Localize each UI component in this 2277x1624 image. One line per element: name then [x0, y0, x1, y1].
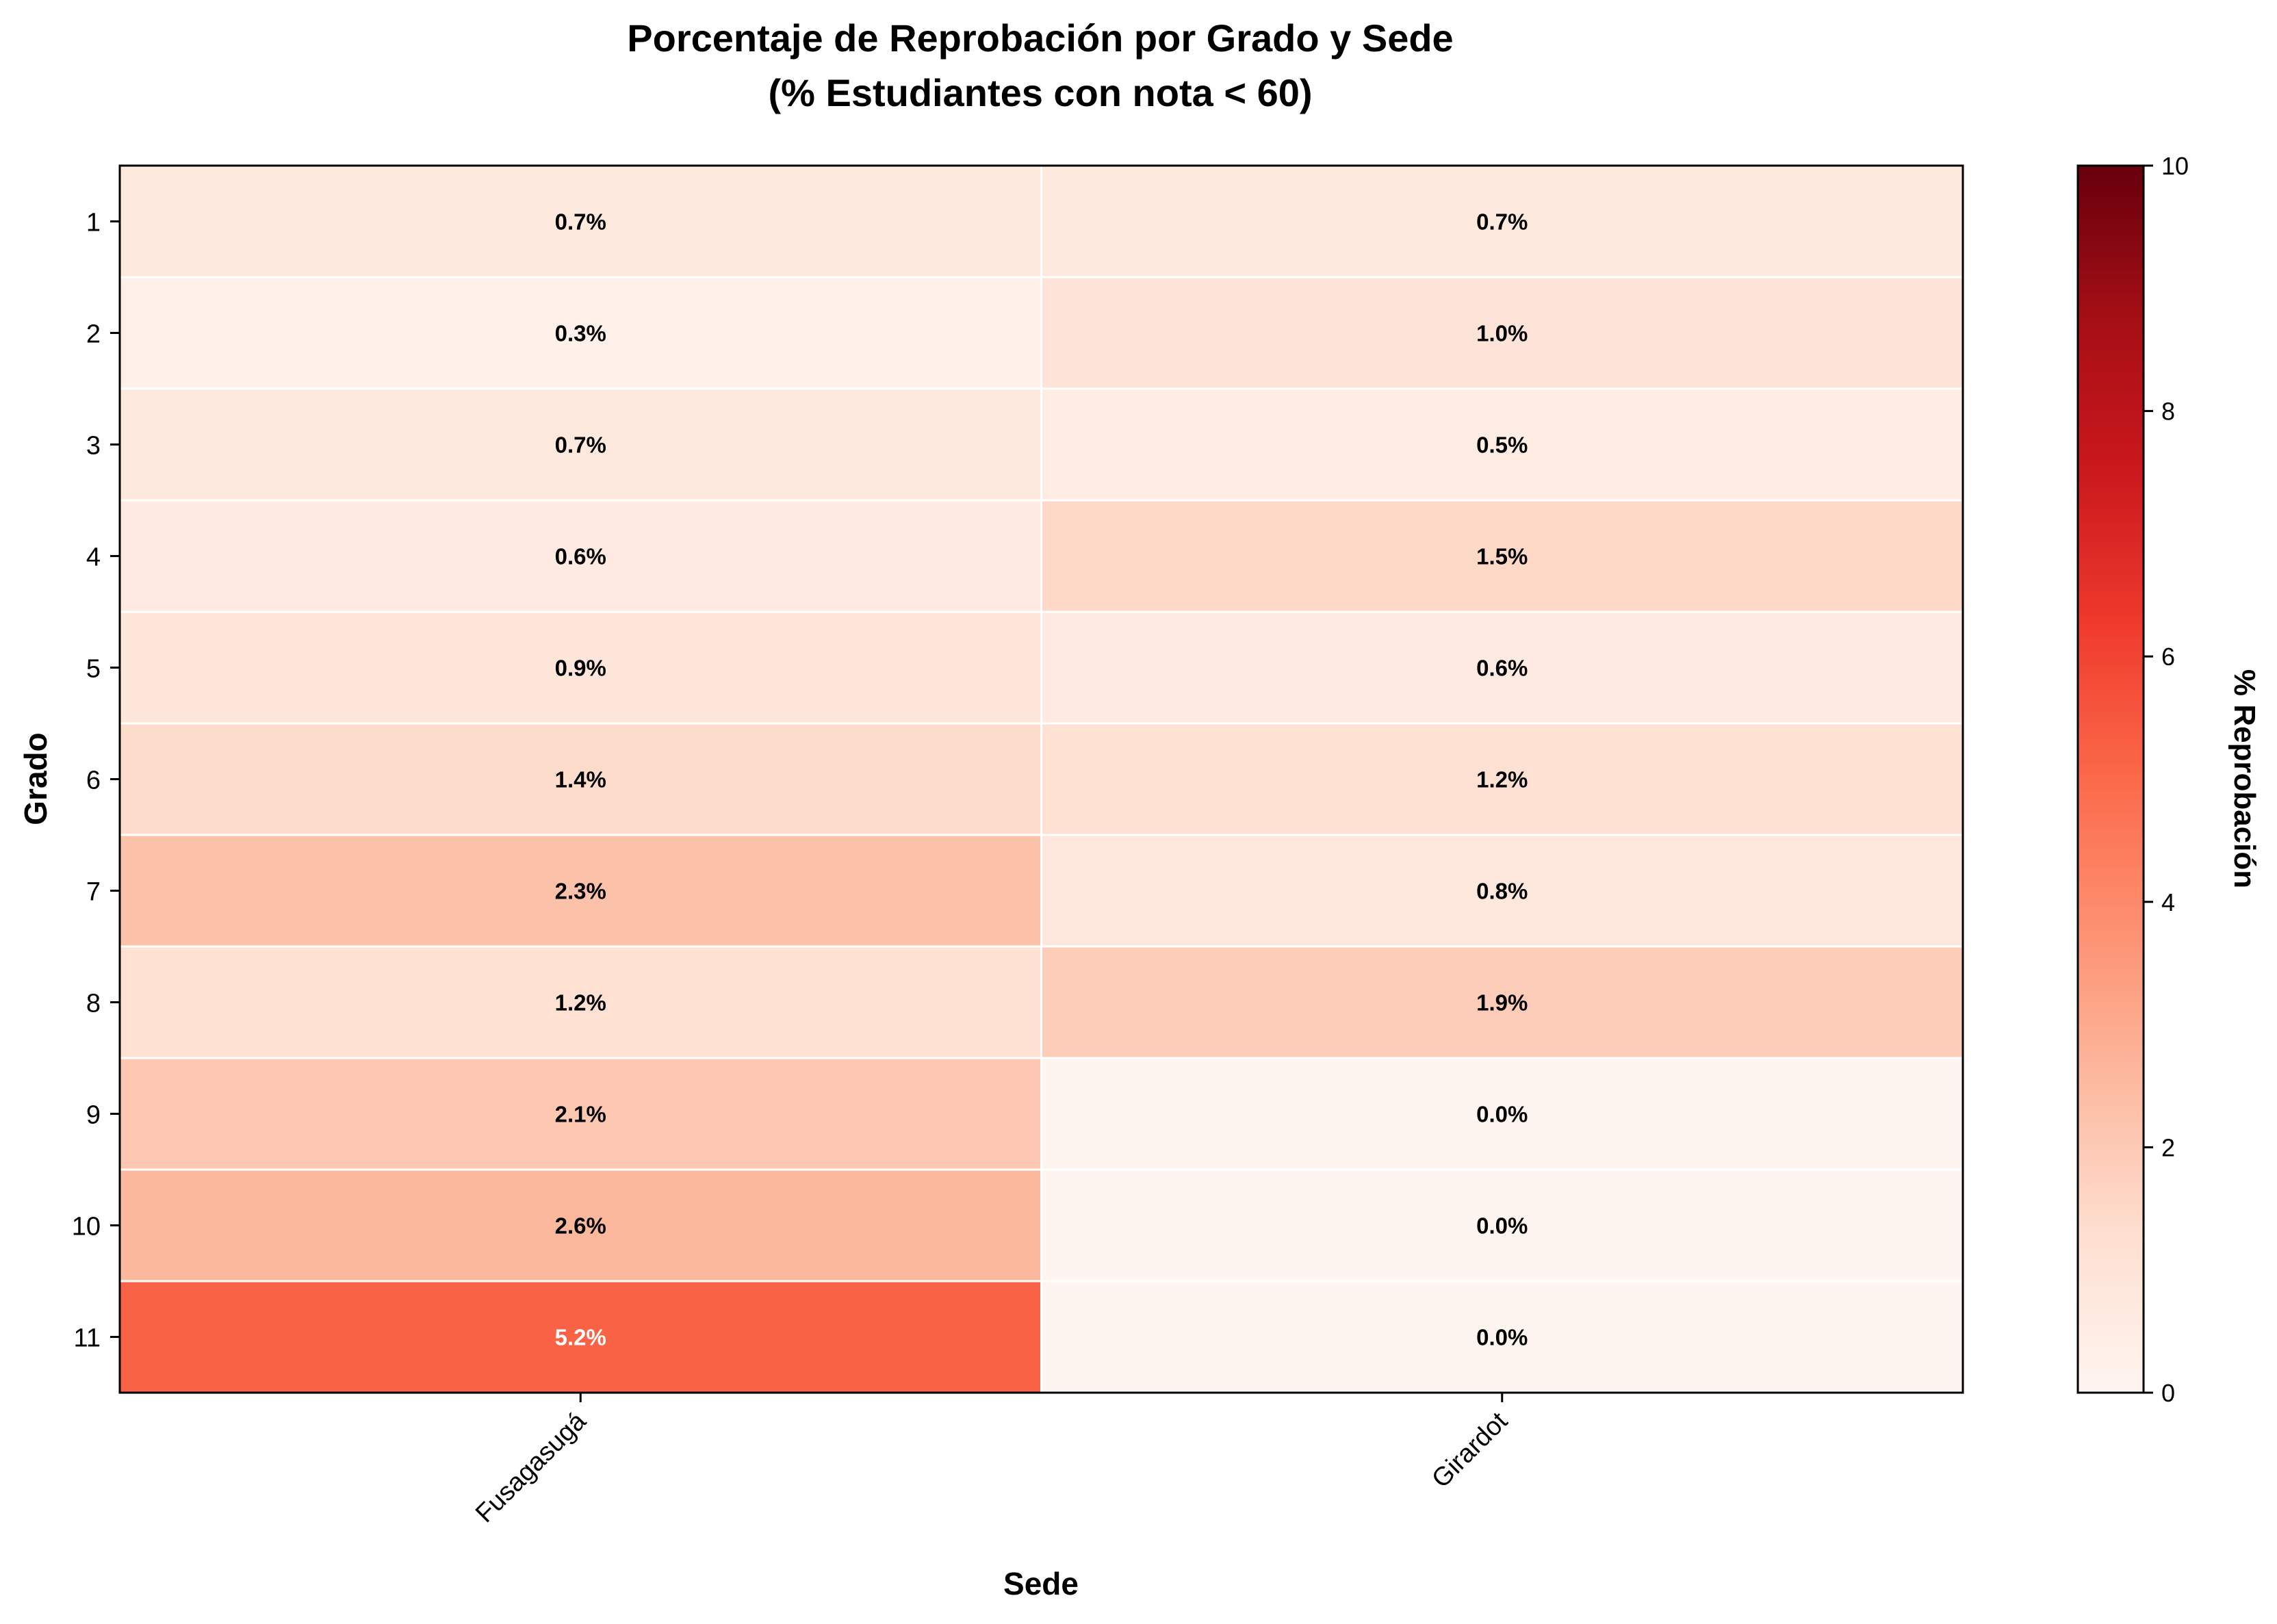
heatmap-cell	[1040, 1280, 1964, 1394]
heatmap-cell	[118, 387, 1042, 502]
cell-value-labels: 0.7% 0.7% 0.3% 1.0% 0.7% 0.5% 0.6% 1.5% 0.9% 0.6%…	[555, 209, 1528, 1350]
cell-value-label: 1.0%	[1476, 321, 1528, 346]
y-tick-label: 6	[86, 766, 101, 795]
chart-subtitle: (% Estudiantes con nota < 60)	[768, 71, 1312, 114]
heatmap-cell	[118, 1057, 1042, 1171]
cell-value-label: 1.2%	[1476, 767, 1528, 792]
cell-value-label: 2.3%	[555, 879, 606, 904]
heatmap-cell	[1040, 276, 1964, 390]
cell-value-label: 0.6%	[555, 544, 606, 569]
y-tick-label: 10	[72, 1213, 101, 1241]
heatmap-cell	[1040, 610, 1964, 725]
y-axis-ticks: 1 2 3 4 5 6 7 8 9 10 11	[72, 209, 120, 1353]
colorbar	[2076, 164, 2145, 1394]
heatmap-cell	[1040, 1057, 1964, 1171]
chart-title: Porcentaje de Reprobación por Grado y Se…	[627, 16, 1453, 60]
heatmap-cell	[118, 834, 1042, 948]
cell-value-label: 1.4%	[555, 767, 606, 792]
heatmap-cell	[118, 1168, 1042, 1283]
cell-value-label: 2.1%	[555, 1102, 606, 1127]
heatmap-cell	[1040, 834, 1964, 948]
y-tick-label: 7	[86, 878, 101, 907]
cell-value-label: 0.7%	[1476, 209, 1528, 235]
y-tick-label: 1	[86, 209, 101, 237]
colorbar-label: % Reprobación	[2228, 669, 2261, 888]
heatmap-cells	[118, 164, 1964, 1394]
x-tick-label: Girardot	[1426, 1406, 1513, 1493]
heatmap-cell	[118, 1280, 1042, 1394]
y-tick-label: 2	[86, 320, 101, 349]
cell-value-label: 0.3%	[555, 321, 606, 346]
cell-value-label: 1.5%	[1476, 544, 1528, 569]
cell-value-label: 1.9%	[1476, 990, 1528, 1016]
colorbar-ticks: 0 2 4 6 8 10	[2144, 152, 2189, 1407]
y-tick-label: 8	[86, 990, 101, 1018]
x-axis-label: Sede	[1003, 1566, 1079, 1601]
y-tick-label: 5	[86, 655, 101, 684]
heatmap-cell	[1040, 1168, 1964, 1283]
cell-value-label: 0.0%	[1476, 1325, 1528, 1350]
y-tick-label: 3	[86, 432, 101, 461]
y-tick-label: 4	[86, 543, 101, 572]
heatmap-cell	[118, 945, 1042, 1059]
colorbar-tick-label: 8	[2161, 398, 2175, 426]
y-axis-label: Grado	[18, 732, 53, 825]
heatmap-cell	[1040, 164, 1964, 279]
colorbar-tick-label: 10	[2161, 152, 2189, 180]
y-tick-label: 11	[74, 1324, 101, 1353]
x-tick-label: Fusagasugá	[470, 1406, 592, 1528]
cell-value-label: 0.7%	[555, 433, 606, 458]
cell-value-label: 2.6%	[555, 1213, 606, 1239]
colorbar-tick-label: 6	[2161, 643, 2175, 671]
heatmap-cell	[1040, 387, 1964, 502]
colorbar-tick-label: 0	[2161, 1379, 2175, 1407]
cell-value-label: 0.5%	[1476, 433, 1528, 458]
heatmap-cell	[118, 164, 1042, 279]
heatmap-cell	[1040, 499, 1964, 613]
cell-value-label: 0.6%	[1476, 656, 1528, 681]
cell-value-label: 0.9%	[555, 656, 606, 681]
cell-value-label: 1.2%	[555, 990, 606, 1016]
cell-value-label: 0.0%	[1476, 1102, 1528, 1127]
x-axis-ticks: Fusagasugá Girardot	[470, 1393, 1513, 1528]
cell-value-label: 0.8%	[1476, 879, 1528, 904]
colorbar-tick-label: 4	[2161, 888, 2175, 916]
heatmap-cell	[1040, 722, 1964, 836]
cell-value-label: 5.2%	[555, 1325, 606, 1350]
heatmap-cell	[118, 276, 1042, 390]
y-tick-label: 9	[86, 1101, 101, 1130]
colorbar-tick-label: 2	[2161, 1133, 2175, 1161]
heatmap-cell	[1040, 945, 1964, 1059]
cell-value-label: 0.7%	[555, 209, 606, 235]
cell-value-label: 0.0%	[1476, 1213, 1528, 1239]
